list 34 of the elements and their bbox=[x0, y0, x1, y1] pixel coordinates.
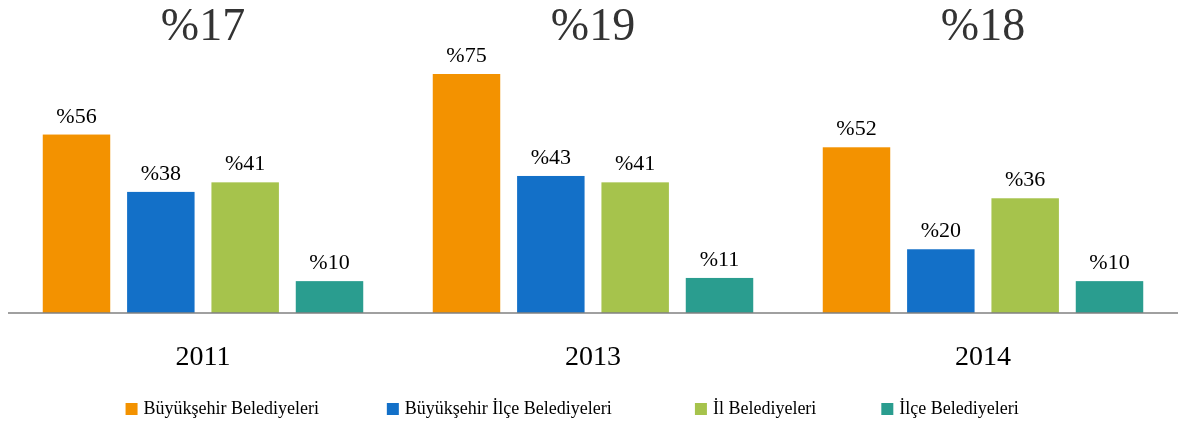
bar bbox=[601, 182, 669, 313]
text: %19 bbox=[550, 0, 636, 50]
x-tick-label: 2011 bbox=[175, 340, 231, 371]
bar bbox=[822, 147, 891, 313]
data-label: %41 bbox=[615, 150, 656, 176]
data-label: %36 bbox=[1005, 166, 1046, 192]
bar bbox=[42, 134, 111, 313]
data-label: %10 bbox=[309, 249, 350, 275]
bar bbox=[991, 198, 1059, 313]
x-tick-label: 2014 bbox=[955, 340, 1011, 371]
legend-label: Büyükşehir İlçe Belediyeleri bbox=[404, 398, 612, 418]
data-label: %20 bbox=[920, 217, 961, 243]
data-label: %56 bbox=[56, 102, 97, 128]
legend-label: İlçe Belediyeleri bbox=[899, 398, 1019, 418]
legend-label: İl Belediyeleri bbox=[712, 398, 817, 418]
data-label: %38 bbox=[140, 159, 181, 185]
bar bbox=[211, 182, 279, 313]
data-label: %52 bbox=[836, 115, 877, 141]
text: %17 bbox=[160, 0, 246, 50]
x-tick-label: 2013 bbox=[565, 340, 621, 371]
text: %18 bbox=[940, 0, 1026, 50]
data-label: %41 bbox=[225, 150, 266, 176]
bar bbox=[432, 74, 501, 313]
data-label: %10 bbox=[1089, 249, 1130, 275]
data-label: %11 bbox=[699, 245, 740, 271]
data-label: %43 bbox=[530, 143, 571, 169]
legend-label: Büyükşehir Belediyeleri bbox=[143, 398, 320, 418]
bar bbox=[517, 175, 585, 313]
bar bbox=[127, 191, 195, 313]
bar bbox=[295, 281, 364, 313]
bar bbox=[907, 249, 975, 313]
data-label: %75 bbox=[446, 42, 487, 67]
bar bbox=[1075, 281, 1144, 313]
bar bbox=[685, 277, 754, 313]
